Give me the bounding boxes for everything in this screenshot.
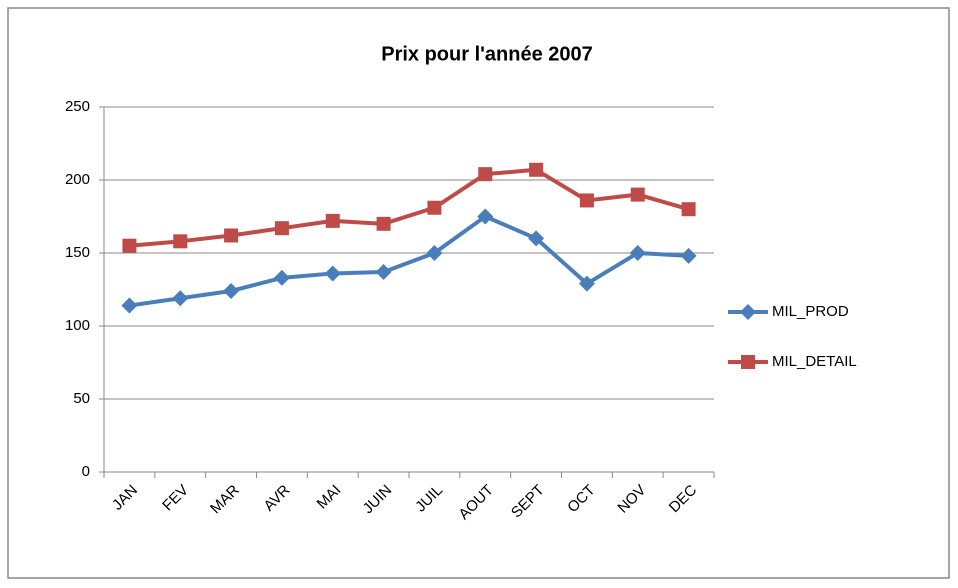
point [375,263,392,280]
point [579,193,594,208]
chart-title: Prix pour l'année 2007 [381,43,593,65]
legend-marker [740,304,756,320]
point [173,234,188,249]
point [629,245,646,261]
y-tick-label: 150 [65,244,90,261]
point [528,230,545,247]
point [426,245,443,261]
point [529,162,544,177]
y-tick-label: 200 [65,171,90,188]
y-tick-label: 0 [82,463,90,480]
point [477,208,494,225]
y-tick-label: 250 [65,98,90,115]
chart-border [7,7,950,579]
point [324,265,341,282]
y-tick-label: 50 [73,390,90,407]
point [681,202,696,217]
point [172,290,189,307]
point [325,213,340,228]
point [376,216,391,231]
point [274,221,289,236]
legend-marker [741,355,755,369]
point [630,187,645,202]
point [223,282,240,299]
y-tick-label: 100 [65,317,90,334]
point [578,275,595,292]
point [427,200,442,215]
point [680,247,697,264]
point [273,269,290,286]
legend-label: MIL_PROD [772,303,849,320]
series-line [129,214,689,308]
legend-label: MIL_DETAIL [772,353,857,370]
series-line [129,167,690,248]
point [121,297,138,314]
point [224,228,239,243]
point [478,167,493,182]
point [122,238,137,253]
